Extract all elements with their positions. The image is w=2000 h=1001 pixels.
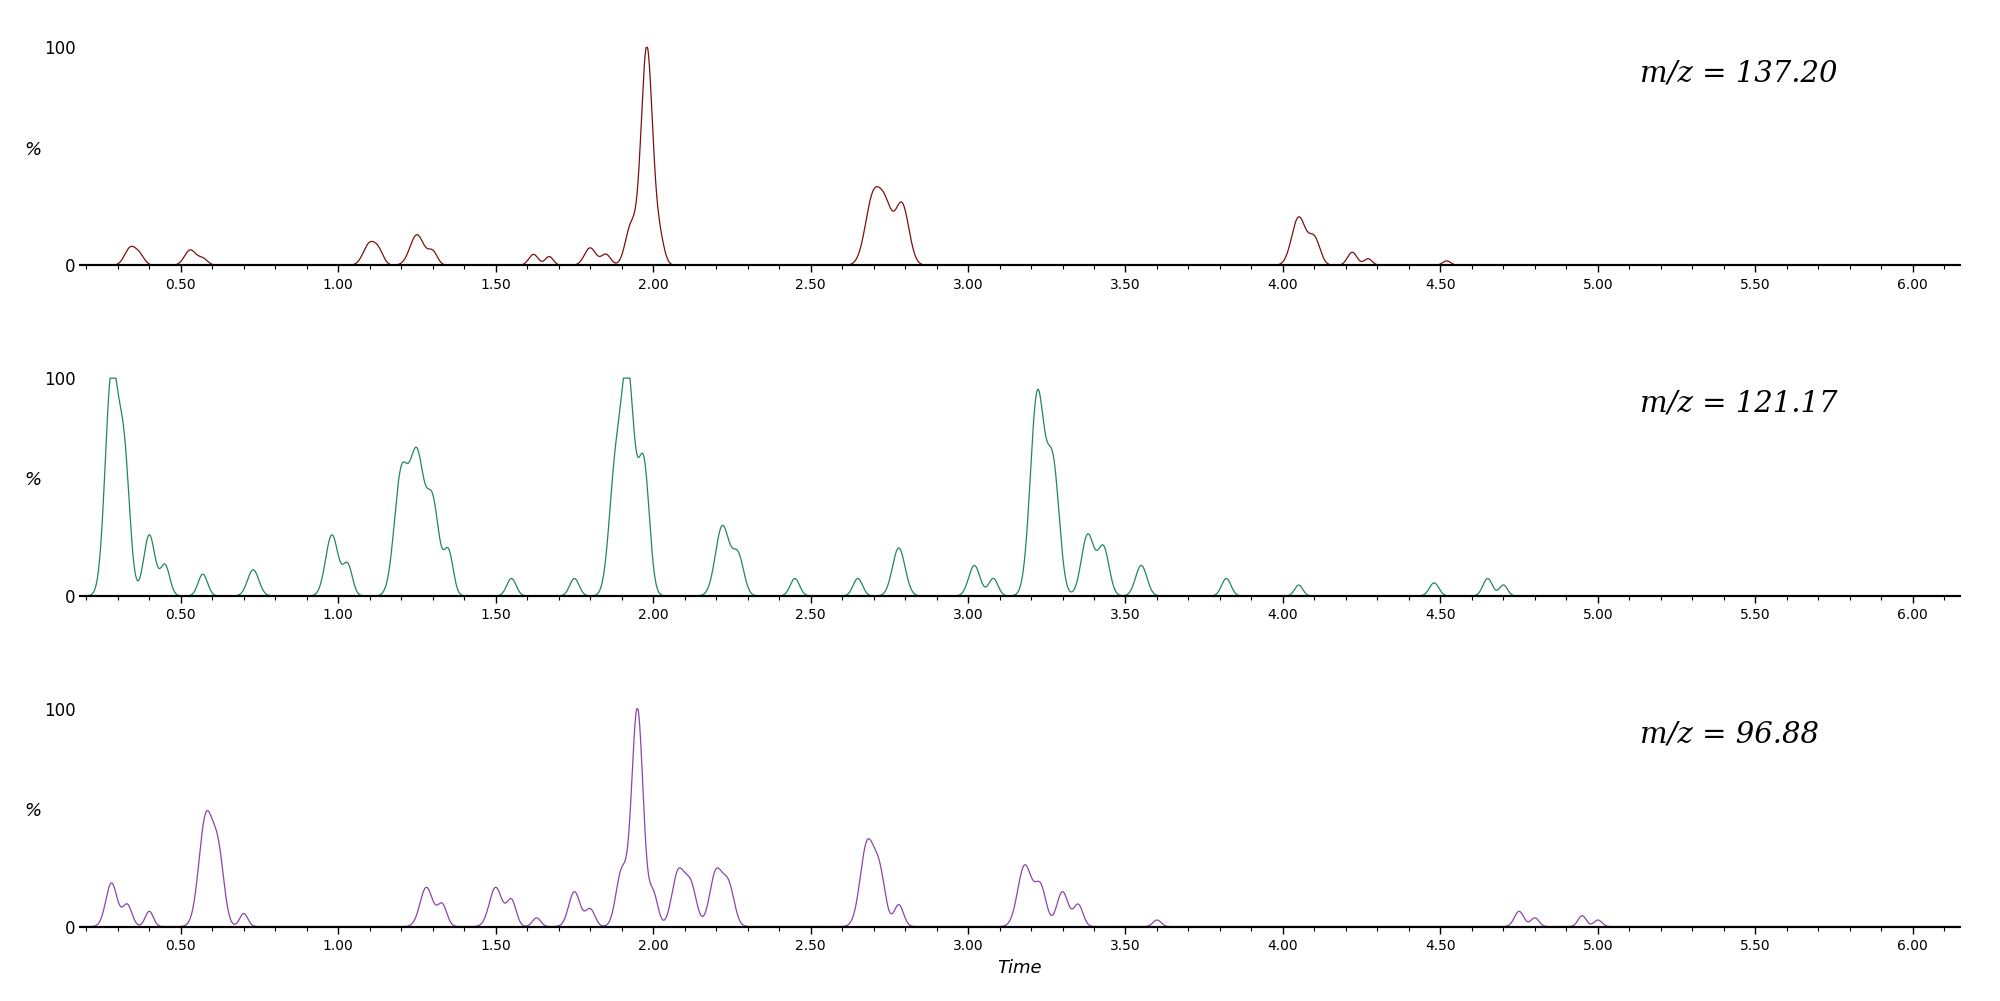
Y-axis label: %: % bbox=[24, 471, 42, 489]
Text: m/z = 121.17: m/z = 121.17 bbox=[1640, 389, 1838, 417]
Text: m/z = 137.20: m/z = 137.20 bbox=[1640, 59, 1838, 87]
Y-axis label: %: % bbox=[24, 141, 42, 159]
Text: m/z = 96.88: m/z = 96.88 bbox=[1640, 721, 1820, 749]
X-axis label: Time: Time bbox=[998, 959, 1042, 977]
Y-axis label: %: % bbox=[24, 802, 42, 820]
